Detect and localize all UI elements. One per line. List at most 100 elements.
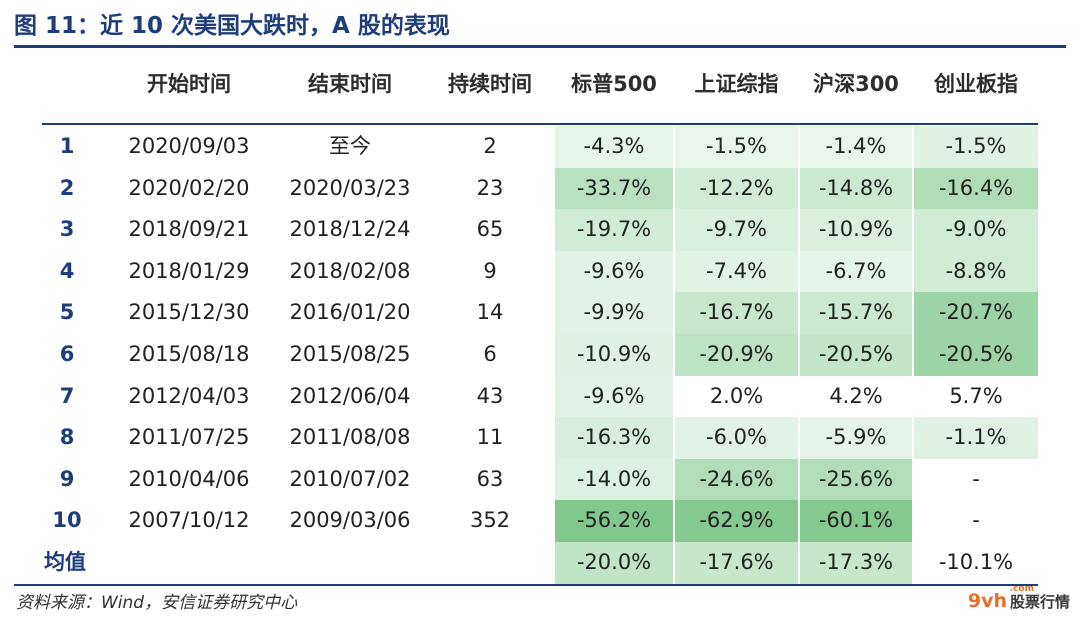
source-note: 资料来源：Wind，安信证券研究中心 [16,593,298,613]
duration-days: 6 [483,342,497,366]
sp500-cell: -9.6% [555,250,673,293]
row-index: 5 [59,300,75,325]
duration-days: 11 [476,425,504,450]
header-cell: 标普500 [571,72,657,96]
header-cell: 持续时间 [448,72,532,96]
end-date: 2012/06/04 [289,383,411,408]
chinext-cell: -9.0% [914,209,1038,251]
chinext-cell: -20.5% [914,334,1038,376]
bottom-rule [14,584,1038,586]
end-date: 2018/02/08 [289,258,411,283]
row-index: 10 [52,508,82,533]
start-date: 2015/12/30 [128,300,250,325]
row-index: 6 [59,342,75,366]
start-date: 2010/04/06 [128,466,250,491]
watermark-brand: 9vh [967,590,1007,612]
end-date: 2018/12/24 [289,217,411,242]
start-date: 2015/08/18 [128,342,250,366]
csi300-cell: -14.8% [800,167,912,210]
duration-days: 9 [483,258,497,283]
csi300-cell: -60.1% [800,500,912,542]
shcomp-cell: -12.2% [675,167,798,210]
duration-days: 23 [476,175,504,200]
start-date: 2020/09/03 [128,134,250,158]
start-date: 2018/01/29 [128,258,250,283]
csi300-cell: -1.4% [800,126,912,168]
average-label: 均值 [44,550,86,574]
start-date: 2011/07/25 [128,425,250,450]
average-value: -10.1% [938,550,1014,574]
csi300-cell: -20.5% [800,334,912,376]
row-index: 2 [59,175,75,200]
row-index: 7 [59,383,75,408]
end-date: 2016/01/20 [289,300,411,325]
header-cell [42,64,92,104]
sp500-cell: -14.0% [555,458,673,501]
duration-days: 43 [476,383,504,408]
watermark-text: 股票行情 [1009,593,1070,611]
end-date: 2015/08/25 [289,342,411,366]
shcomp-cell: -16.7% [675,292,798,334]
start-date: 2020/02/20 [128,175,250,200]
csi300-cell: -10.9% [800,209,912,251]
shcomp-cell: -1.5% [675,126,798,168]
sp500-cell: -19.7% [555,209,673,251]
row-index: 9 [59,466,75,491]
csi300-cell: -25.6% [800,458,912,501]
csi300-cell: 4.2% [829,383,883,408]
sp500-cell: -56.2% [555,500,673,542]
header-rule [42,123,1038,125]
header-cell: 沪深300 [813,72,899,96]
shcomp-cell: -7.4% [675,250,798,293]
duration-days: 2 [483,134,497,158]
duration-days: 352 [469,508,511,533]
start-date: 2018/09/21 [128,217,250,242]
sp500-cell: -16.3% [555,417,673,459]
end-date: 至今 [329,134,371,158]
duration-days: 14 [476,300,504,325]
sp500-cell: -9.6% [555,375,673,418]
chinext-cell: 5.7% [949,383,1003,408]
end-date: 2011/08/08 [289,425,411,450]
sp500-cell: -10.9% [555,334,673,376]
average-value: -20.0% [555,542,673,584]
header-cell: 上证综指 [694,72,779,96]
row-index: 3 [59,217,75,242]
csi300-cell: -15.7% [800,292,912,334]
header-cell: 结束时间 [308,72,392,96]
shcomp-cell: -20.9% [675,334,798,376]
shcomp-cell: 2.0% [709,383,764,408]
chinext-cell: -8.8% [914,250,1038,293]
start-date: 2012/04/03 [128,383,250,408]
shcomp-cell: -6.0% [675,417,798,459]
duration-days: 65 [476,217,504,242]
header-cell: 创业板指 [934,72,1018,96]
row-index: 4 [59,258,75,283]
title-rule [14,45,1066,48]
row-index: 1 [59,134,75,158]
watermark-small: .com [1009,584,1034,594]
shcomp-cell: -62.9% [675,500,798,542]
row-index: 8 [59,425,75,450]
chinext-cell: -16.4% [914,167,1038,210]
sp500-cell: -9.9% [555,292,673,334]
sp500-cell: -33.7% [555,167,673,210]
watermark-logo: .com 9vh 股票行情 [968,584,1070,618]
end-date: 2009/03/06 [289,508,411,533]
chinext-cell: - [972,466,980,491]
page-title: 图 11：近 10 次美国大跌时，A 股的表现 [14,13,450,39]
start-date: 2007/10/12 [128,508,250,533]
csi300-cell: -5.9% [800,417,912,459]
end-date: 2020/03/23 [289,175,411,200]
shcomp-cell: -24.6% [675,458,798,501]
end-date: 2010/07/02 [289,466,411,491]
average-value: -17.6% [675,542,798,584]
chinext-cell: - [972,508,980,533]
sp500-cell: -4.3% [555,126,673,168]
header-cell: 开始时间 [147,72,231,96]
csi300-cell: -6.7% [800,250,912,293]
shcomp-cell: -9.7% [675,209,798,251]
chinext-cell: -1.5% [914,126,1038,168]
chinext-cell: -20.7% [914,292,1038,334]
duration-days: 63 [476,466,504,491]
